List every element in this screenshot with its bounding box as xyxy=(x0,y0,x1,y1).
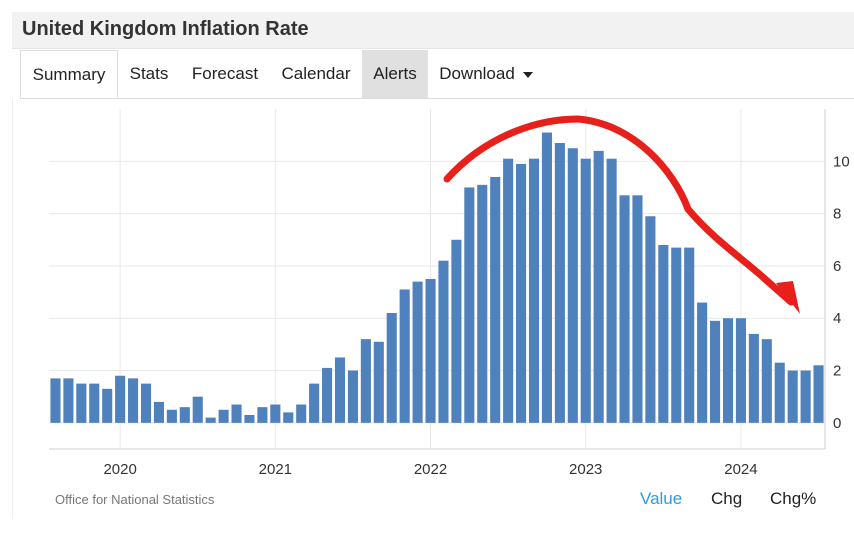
y-tick-label: 6 xyxy=(833,258,841,275)
bar[interactable] xyxy=(774,362,785,423)
bar[interactable] xyxy=(399,289,410,423)
bar[interactable] xyxy=(50,378,61,423)
tab-download[interactable]: Download xyxy=(429,50,543,98)
bar[interactable] xyxy=(386,313,397,423)
bar[interactable] xyxy=(464,187,475,423)
bar[interactable] xyxy=(128,378,139,423)
tab-calendar[interactable]: Calendar xyxy=(281,64,351,83)
y-tick-label: 10 xyxy=(833,153,850,170)
bar[interactable] xyxy=(658,245,669,423)
bar[interactable] xyxy=(360,339,371,423)
bar[interactable] xyxy=(710,320,721,423)
bar[interactable] xyxy=(244,415,255,423)
chart-panel: 0 2 4 6 8 10 2020 2021 2022 2023 2024 xyxy=(12,99,854,519)
bar[interactable] xyxy=(606,158,617,423)
bar[interactable] xyxy=(218,409,229,423)
bar[interactable] xyxy=(684,247,695,423)
bar[interactable] xyxy=(632,195,643,423)
bar[interactable] xyxy=(179,407,190,423)
tab-download-label: Download xyxy=(439,64,515,83)
bar[interactable] xyxy=(438,260,449,423)
tab-bar: Summary Stats Forecast Calendar Alerts D… xyxy=(20,50,854,99)
bar[interactable] xyxy=(270,404,281,423)
bar[interactable] xyxy=(283,412,294,423)
bar[interactable] xyxy=(166,409,177,423)
title-bar: United Kingdom Inflation Rate xyxy=(12,12,854,49)
bar[interactable] xyxy=(490,177,501,423)
tab-stats[interactable]: Stats xyxy=(129,64,169,83)
bar[interactable] xyxy=(451,239,462,423)
bar[interactable] xyxy=(115,375,126,423)
bar[interactable] xyxy=(231,404,242,423)
bar[interactable] xyxy=(813,365,824,423)
bar[interactable] xyxy=(554,143,565,423)
toggle-chg[interactable]: Chg xyxy=(711,489,743,508)
bar[interactable] xyxy=(334,357,346,423)
bar[interactable] xyxy=(800,370,811,423)
bar[interactable] xyxy=(697,302,708,423)
y-tick-label: 4 xyxy=(833,310,841,327)
toggle-chg-pct[interactable]: Chg% xyxy=(770,489,817,508)
bar[interactable] xyxy=(748,333,759,423)
x-tick-label: 2024 xyxy=(724,461,757,478)
bar[interactable] xyxy=(567,148,578,423)
bar[interactable] xyxy=(671,247,682,423)
bar[interactable] xyxy=(541,132,552,423)
x-tick-label: 2022 xyxy=(414,461,447,478)
toggle-value[interactable]: Value xyxy=(640,489,683,508)
bar[interactable] xyxy=(619,195,630,423)
bar[interactable] xyxy=(516,163,527,423)
bar[interactable] xyxy=(205,417,216,423)
bar[interactable] xyxy=(645,216,656,423)
y-tick-label: 8 xyxy=(833,206,841,223)
bar[interactable] xyxy=(761,339,772,423)
bar[interactable] xyxy=(257,407,268,423)
bar[interactable] xyxy=(322,367,333,423)
bar[interactable] xyxy=(593,150,604,423)
y-tick-label: 2 xyxy=(833,363,841,380)
x-tick-label: 2023 xyxy=(569,461,602,478)
inflation-bar-chart: 0 2 4 6 8 10 2020 2021 2022 2023 2024 xyxy=(49,109,850,478)
x-tick-label: 2021 xyxy=(259,461,292,478)
red-arrow-annotation xyxy=(443,115,795,306)
x-tick-label: 2020 xyxy=(103,461,136,478)
y-tick-label: 0 xyxy=(833,415,841,432)
bar[interactable] xyxy=(153,401,164,423)
bar[interactable] xyxy=(580,158,591,423)
tab-summary[interactable]: Summary xyxy=(20,50,118,98)
bar[interactable] xyxy=(735,318,746,423)
bar[interactable] xyxy=(192,396,203,423)
page-title: United Kingdom Inflation Rate xyxy=(22,18,309,40)
bar[interactable] xyxy=(722,318,734,423)
bar[interactable] xyxy=(347,370,358,423)
bar[interactable] xyxy=(89,383,100,423)
bar[interactable] xyxy=(102,388,113,423)
bar[interactable] xyxy=(528,158,540,423)
bar[interactable] xyxy=(140,383,152,423)
bar[interactable] xyxy=(425,279,436,423)
bar[interactable] xyxy=(63,378,74,423)
source-label: Office for National Statistics xyxy=(55,492,215,507)
bar[interactable] xyxy=(296,404,307,423)
bar[interactable] xyxy=(373,341,384,423)
tab-forecast[interactable]: Forecast xyxy=(191,64,259,83)
arrow-head-icon xyxy=(776,281,800,314)
bar[interactable] xyxy=(76,383,87,423)
bar[interactable] xyxy=(787,370,798,423)
bar[interactable] xyxy=(309,383,320,423)
bar[interactable] xyxy=(477,184,488,423)
bar[interactable] xyxy=(503,158,514,423)
bar[interactable] xyxy=(412,281,423,423)
chevron-down-icon xyxy=(522,71,533,78)
tab-alerts[interactable]: Alerts xyxy=(362,50,428,98)
